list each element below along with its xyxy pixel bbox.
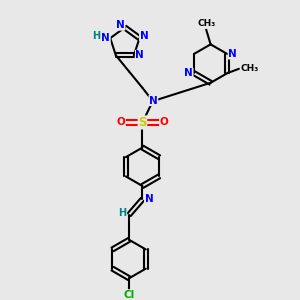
- Text: N: N: [140, 31, 148, 41]
- Text: O: O: [116, 117, 125, 128]
- Text: N: N: [228, 49, 237, 59]
- Text: N: N: [149, 96, 158, 106]
- Text: H: H: [118, 208, 127, 218]
- Text: H: H: [92, 31, 100, 41]
- Text: N: N: [145, 194, 153, 204]
- Text: N: N: [184, 68, 193, 78]
- Text: S: S: [138, 116, 147, 129]
- Text: O: O: [160, 117, 168, 128]
- Text: Cl: Cl: [124, 290, 135, 300]
- Text: CH₃: CH₃: [240, 64, 259, 73]
- Text: N: N: [101, 33, 110, 43]
- Text: CH₃: CH₃: [197, 19, 215, 28]
- Text: N: N: [116, 20, 125, 30]
- Text: N: N: [135, 50, 144, 60]
